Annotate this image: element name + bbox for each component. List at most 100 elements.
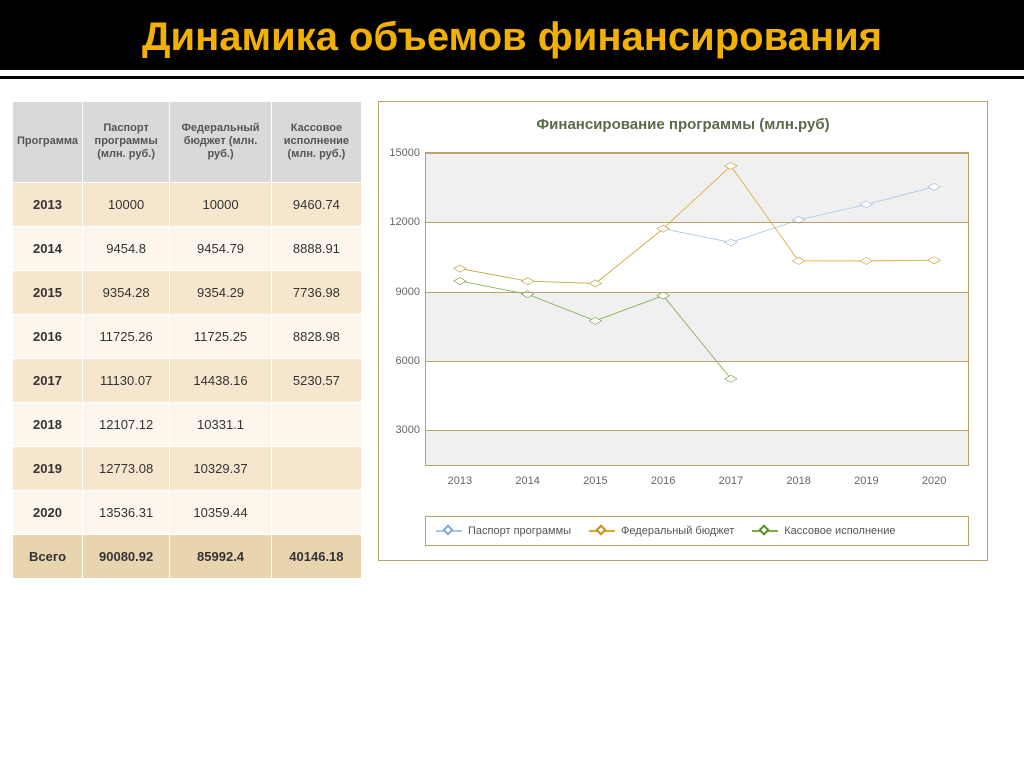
table-cell: 8888.91: [271, 226, 361, 270]
data-table: Программа Паспорт программы (млн. руб.) …: [12, 101, 362, 579]
table-cell: 10329.37: [170, 446, 272, 490]
chart-marker: [454, 277, 466, 284]
table-cell: 12107.12: [83, 402, 170, 446]
legend-label: Паспорт программы: [468, 525, 571, 537]
chart-x-label: 2014: [515, 465, 539, 487]
table-cell: 5230.57: [271, 358, 361, 402]
chart-plot-area: 3000600090001200015000201320142015201620…: [425, 152, 969, 466]
table-cell: 2018: [13, 402, 83, 446]
table-cell: 7736.98: [271, 270, 361, 314]
table-cell: 10331.1: [170, 402, 272, 446]
col-passport: Паспорт программы (млн. руб.): [83, 102, 170, 183]
chart-marker: [589, 280, 601, 287]
chart-marker: [792, 257, 804, 264]
table-cell: 85992.4: [170, 534, 272, 578]
chart-marker: [657, 225, 669, 232]
table-cell: 11130.07: [83, 358, 170, 402]
chart-y-label: 6000: [396, 355, 426, 367]
content-row: Программа Паспорт программы (млн. руб.) …: [0, 79, 1024, 767]
table-cell: 9460.74: [271, 182, 361, 226]
chart-marker: [521, 278, 533, 285]
table-cell: 2014: [13, 226, 83, 270]
chart-x-label: 2018: [786, 465, 810, 487]
table-cell: 11725.26: [83, 314, 170, 358]
chart-gridline: [426, 222, 968, 223]
chart-gridline: [426, 361, 968, 362]
chart-series-line: [460, 281, 731, 379]
chart-svg: [426, 153, 968, 465]
table-cell: 13536.31: [83, 490, 170, 534]
chart-y-label: 9000: [396, 286, 426, 298]
chart-marker: [725, 375, 737, 382]
legend-item: Кассовое исполнение: [752, 525, 895, 537]
chart-y-label: 15000: [389, 147, 426, 159]
table-cell: 2020: [13, 490, 83, 534]
table-cell: 2013: [13, 182, 83, 226]
table-cell: 10359.44: [170, 490, 272, 534]
chart-x-label: 2020: [922, 465, 946, 487]
table-row: 201310000100009460.74: [13, 182, 362, 226]
table-cell: 2019: [13, 446, 83, 490]
table-cell: [271, 402, 361, 446]
table-cell: 9354.29: [170, 270, 272, 314]
page-title: Динамика объемов финансирования: [0, 14, 1024, 60]
table-cell: 2015: [13, 270, 83, 314]
table-cell: 90080.92: [83, 534, 170, 578]
table-row: 201912773.0810329.37: [13, 446, 362, 490]
legend-swatch: [589, 526, 615, 536]
chart-x-label: 2017: [719, 465, 743, 487]
table-cell: [271, 490, 361, 534]
table-row: 201711130.0714438.165230.57: [13, 358, 362, 402]
table-cell: 12773.08: [83, 446, 170, 490]
table-cell: 2017: [13, 358, 83, 402]
chart-title: Финансирование программы (млн.руб): [379, 102, 987, 137]
chart-y-label: 12000: [389, 216, 426, 228]
table-row: 201812107.1210331.1: [13, 402, 362, 446]
chart-marker: [589, 317, 601, 324]
table-cell: 10000: [83, 182, 170, 226]
chart-marker: [928, 183, 940, 190]
legend-swatch: [436, 526, 462, 536]
chart-x-label: 2016: [651, 465, 675, 487]
chart-series-line: [460, 187, 934, 284]
chart-marker: [860, 257, 872, 264]
chart-marker: [725, 239, 737, 246]
table-cell: 9354.28: [83, 270, 170, 314]
table-cell: 40146.18: [271, 534, 361, 578]
chart-gridline: [426, 430, 968, 431]
chart-marker: [454, 265, 466, 272]
chart-y-label: 3000: [396, 424, 426, 436]
table-cell: 9454.79: [170, 226, 272, 270]
col-program: Программа: [13, 102, 83, 183]
chart-marker: [860, 201, 872, 208]
legend-label: Кассовое исполнение: [784, 525, 895, 537]
table-container: Программа Паспорт программы (млн. руб.) …: [12, 101, 362, 757]
chart-legend: Паспорт программы Федеральный бюджет Кассо…: [425, 516, 969, 546]
table-cell: 8828.98: [271, 314, 361, 358]
chart-container: Финансирование программы (млн.руб) 30006…: [378, 101, 1014, 757]
slide-root: Динамика объемов финансирования Программ…: [0, 0, 1024, 767]
table-row: 201611725.2611725.258828.98: [13, 314, 362, 358]
table-cell: [271, 446, 361, 490]
table-header-row: Программа Паспорт программы (млн. руб.) …: [13, 102, 362, 183]
table-cell: 10000: [170, 182, 272, 226]
chart-x-label: 2019: [854, 465, 878, 487]
legend-swatch: [752, 526, 778, 536]
table-cell: Всего: [13, 534, 83, 578]
chart-marker: [725, 162, 737, 169]
table-cell: 14438.16: [170, 358, 272, 402]
chart-x-label: 2015: [583, 465, 607, 487]
col-budget: Федеральный бюджет (млн. руб.): [170, 102, 272, 183]
chart-marker: [657, 292, 669, 299]
chart-gridline: [426, 292, 968, 293]
col-cash: Кассовое исполнение (млн. руб.): [271, 102, 361, 183]
table-row: 202013536.3110359.44: [13, 490, 362, 534]
table-row: 20149454.89454.798888.91: [13, 226, 362, 270]
chart-series-line: [460, 166, 934, 283]
chart-gridline: [426, 153, 968, 154]
title-bar: Динамика объемов финансирования: [0, 0, 1024, 70]
table-cell: 11725.25: [170, 314, 272, 358]
chart-marker: [928, 257, 940, 264]
legend-label: Федеральный бюджет: [621, 525, 734, 537]
chart-x-label: 2013: [448, 465, 472, 487]
